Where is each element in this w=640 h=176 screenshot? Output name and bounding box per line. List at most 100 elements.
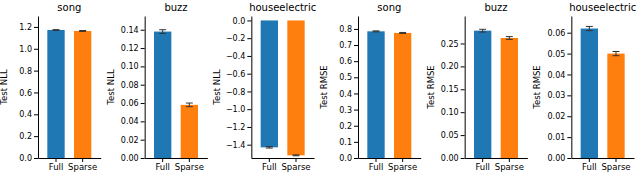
x-tick: Full: [49, 158, 64, 172]
bar: [47, 30, 64, 158]
y-tick-mark: [354, 126, 358, 127]
y-tick: 0.15: [441, 85, 465, 94]
error-bar-cap: [293, 154, 300, 155]
error-bar: [266, 147, 273, 148]
x-tick: Sparse: [601, 158, 630, 172]
y-tick-mark: [247, 56, 251, 57]
bar: [261, 20, 278, 147]
x-tick-label: Full: [155, 162, 170, 172]
error-bar-cap: [266, 148, 273, 149]
y-tick: 0.08: [121, 81, 145, 90]
error-bar-cap: [186, 103, 193, 104]
y-tick-mark: [141, 85, 145, 86]
panel: 0.000.050.100.150.200.25FullSparsebuzzTe…: [426, 2, 528, 172]
x-axis-line: [145, 158, 208, 159]
y-tick: 0.00: [548, 154, 572, 163]
y-tick-mark: [567, 137, 571, 138]
error-bar: [613, 52, 620, 56]
plot-area: [367, 31, 411, 158]
y-tick: 0.0: [19, 154, 38, 163]
x-axis: Full Sparse: [572, 158, 635, 172]
x-axis: FullSparse: [145, 158, 208, 172]
error-bar-cap: [159, 33, 166, 34]
panel: 0.000.010.020.030.040.050.06FullSparseho…: [532, 2, 636, 172]
error-bar-cap: [613, 51, 620, 52]
y-tick: 0.00: [441, 154, 465, 163]
y-tick-mark: [34, 49, 38, 50]
y-tick: −1.2: [226, 123, 251, 132]
x-tick: Full: [155, 158, 170, 172]
x-tick: Full: [582, 158, 597, 172]
x-tick: Full: [369, 158, 384, 172]
y-axis: 0.0−0.2−0.4−0.6−0.8−1.0−1.2−1.4: [226, 16, 252, 158]
y-tick: 0.06: [121, 99, 145, 108]
y-tick-mark: [354, 93, 358, 94]
y-axis-title: Test NLL: [0, 69, 9, 106]
y-tick-label: 0.3: [339, 106, 352, 115]
y-axis-title: Test RMSE: [319, 65, 329, 109]
x-tick: Sparse: [68, 158, 97, 172]
error-bar-cap: [79, 30, 86, 31]
y-tick: 0.4: [339, 90, 358, 99]
y-axis-title: Test NLL: [212, 69, 222, 106]
error-bar-cap: [399, 33, 406, 34]
y-tick: 0.00: [121, 154, 145, 163]
y-tick-mark: [567, 33, 571, 34]
y-tick-mark: [461, 43, 465, 44]
y-tick-label: 0.2: [19, 132, 32, 141]
y-tick-label: −1.2: [226, 123, 245, 132]
y-tick-mark: [567, 74, 571, 75]
bar: [287, 20, 304, 155]
x-axis: Full Sparse: [39, 158, 102, 172]
x-axis: Full Sparse: [252, 158, 315, 172]
y-tick-label: 0.25: [441, 40, 459, 49]
y-tick-mark: [247, 38, 251, 39]
y-tick-label: −0.2: [226, 34, 245, 43]
y-axis-title: Test NLL: [106, 69, 116, 106]
x-axis: FullSparse: [465, 158, 528, 172]
y-tick: 0.6: [339, 57, 358, 66]
x-tick-label: Full: [49, 162, 64, 172]
x-axis: FullSparse: [359, 158, 422, 172]
error-bar-cap: [586, 30, 593, 31]
y-tick: 0.0: [339, 154, 358, 163]
plot-area: [581, 26, 625, 158]
x-tick-label: Sparse: [495, 162, 524, 172]
x-axis-line: [252, 158, 315, 159]
y-axis-line: [251, 17, 252, 159]
y-tick-mark: [354, 110, 358, 111]
bar: [501, 38, 518, 158]
y-axis-line: [571, 17, 572, 159]
y-tick: 0.4: [19, 110, 38, 119]
y-axis-line: [38, 17, 39, 159]
y-tick-mark: [567, 54, 571, 55]
y-tick-mark: [461, 112, 465, 113]
y-tick-mark: [141, 140, 145, 141]
error-bar: [399, 32, 406, 34]
error-bar-cap: [479, 32, 486, 33]
y-tick-label: 0.05: [548, 50, 566, 59]
y-tick: 0.05: [548, 50, 572, 59]
x-axis-line: [465, 158, 528, 159]
y-tick-label: 0.02: [121, 136, 139, 145]
y-tick-label: −0.8: [226, 87, 245, 96]
title: houseelectric: [569, 2, 636, 13]
bar: [367, 31, 384, 158]
x-axis-line: [39, 158, 102, 159]
error-bar-cap: [479, 29, 486, 30]
x-tick-label: Sparse: [68, 162, 97, 172]
y-tick: −0.8: [226, 87, 251, 96]
y-tick: 0.8: [339, 25, 358, 34]
error-bar-cap: [586, 26, 593, 27]
title: song: [377, 2, 401, 13]
y-tick-label: −0.6: [226, 70, 245, 79]
x-tick: Full: [262, 158, 277, 172]
x-tick: Sparse: [281, 158, 310, 172]
error-bar-stem: [616, 52, 617, 56]
y-tick-mark: [354, 29, 358, 30]
y-tick-label: 1.2: [19, 23, 32, 32]
panel: 0.00.20.40.60.81.01.2FullSparsesongTest …: [0, 2, 101, 172]
error-bar-stem: [589, 26, 590, 30]
error-bar-cap: [266, 146, 273, 147]
y-tick-mark: [34, 114, 38, 115]
